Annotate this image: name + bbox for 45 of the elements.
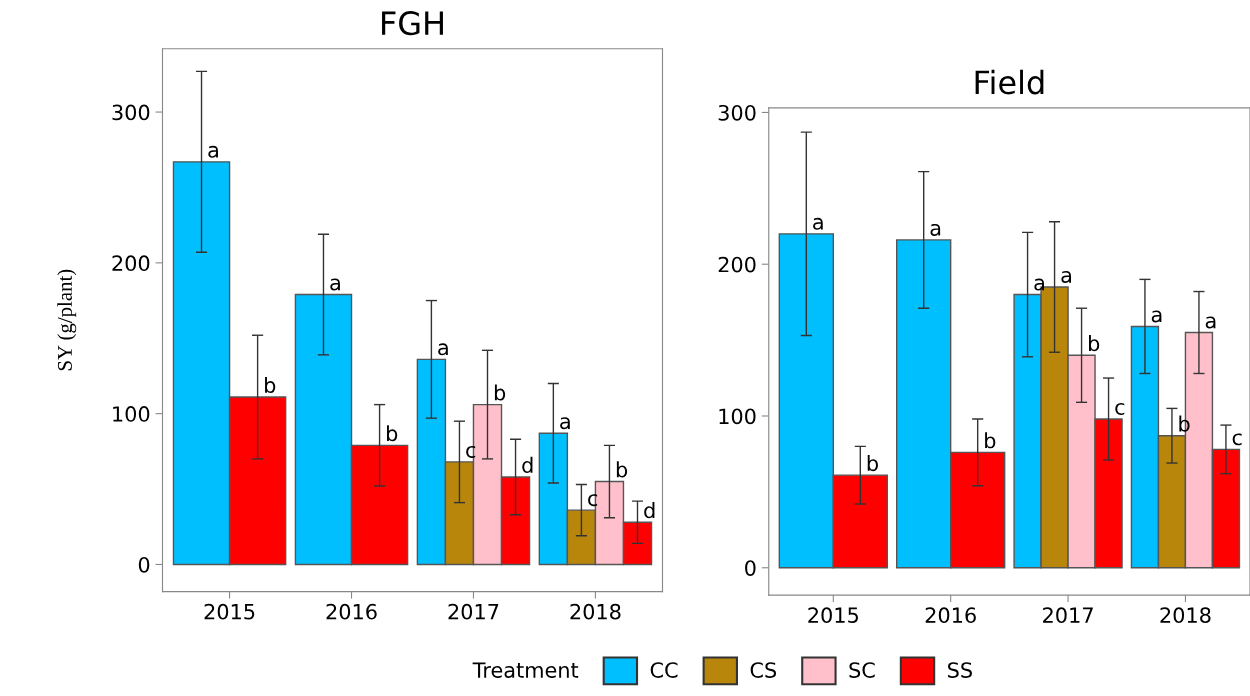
y-tick-label: 0: [745, 560, 756, 576]
legend-title: Treatment: [472, 662, 579, 678]
x-tick-label: 2015: [204, 603, 255, 620]
data-label: a: [1034, 278, 1044, 291]
y-tick-label: 0: [138, 556, 150, 573]
chart-title: FGH: [382, 11, 443, 36]
x-tick-label: 2015: [808, 607, 858, 624]
data-label: b: [265, 376, 276, 394]
data-label: a: [330, 278, 340, 291]
y-tick-label: 100: [719, 408, 756, 425]
data-label: b: [1089, 335, 1100, 352]
y-tick-label: 200: [112, 255, 150, 272]
y-tick-label: 300: [718, 104, 756, 121]
legend-label: SC: [849, 662, 875, 678]
y-tick-label: 200: [718, 256, 756, 273]
x-tick-label: 2017: [1043, 607, 1093, 624]
data-label: a: [560, 417, 570, 430]
data-label: a: [930, 223, 941, 236]
legend-label: SS: [948, 662, 972, 678]
data-label: a: [438, 343, 448, 356]
data-label: d: [522, 456, 533, 473]
data-label: a: [208, 145, 218, 158]
data-label: b: [494, 384, 506, 401]
data-label: a: [1151, 310, 1162, 323]
legend-label: CC: [650, 662, 678, 678]
data-label: d: [644, 502, 655, 519]
y-tick-label: 300: [112, 104, 150, 121]
x-tick-label: 2016: [925, 607, 976, 624]
data-label: b: [387, 425, 398, 442]
y-tick-label: 100: [113, 406, 150, 422]
data-label: c: [1115, 403, 1125, 415]
data-label: a: [1205, 316, 1216, 329]
data-label: a: [1061, 270, 1071, 283]
x-tick-label: 2018: [1160, 607, 1211, 624]
data-label: a: [813, 217, 823, 230]
x-tick-label: 2018: [570, 603, 621, 620]
data-label: b: [985, 432, 996, 449]
data-label: b: [616, 461, 628, 478]
x-tick-label: 2016: [326, 603, 377, 620]
y-axis-title: SY (g/plant): [57, 269, 77, 371]
data-label: c: [1232, 433, 1242, 446]
chart-title: Field: [975, 69, 1044, 95]
legend-label: CS: [750, 662, 777, 678]
x-tick-label: 2017: [448, 603, 499, 620]
data-label: b: [867, 455, 878, 472]
